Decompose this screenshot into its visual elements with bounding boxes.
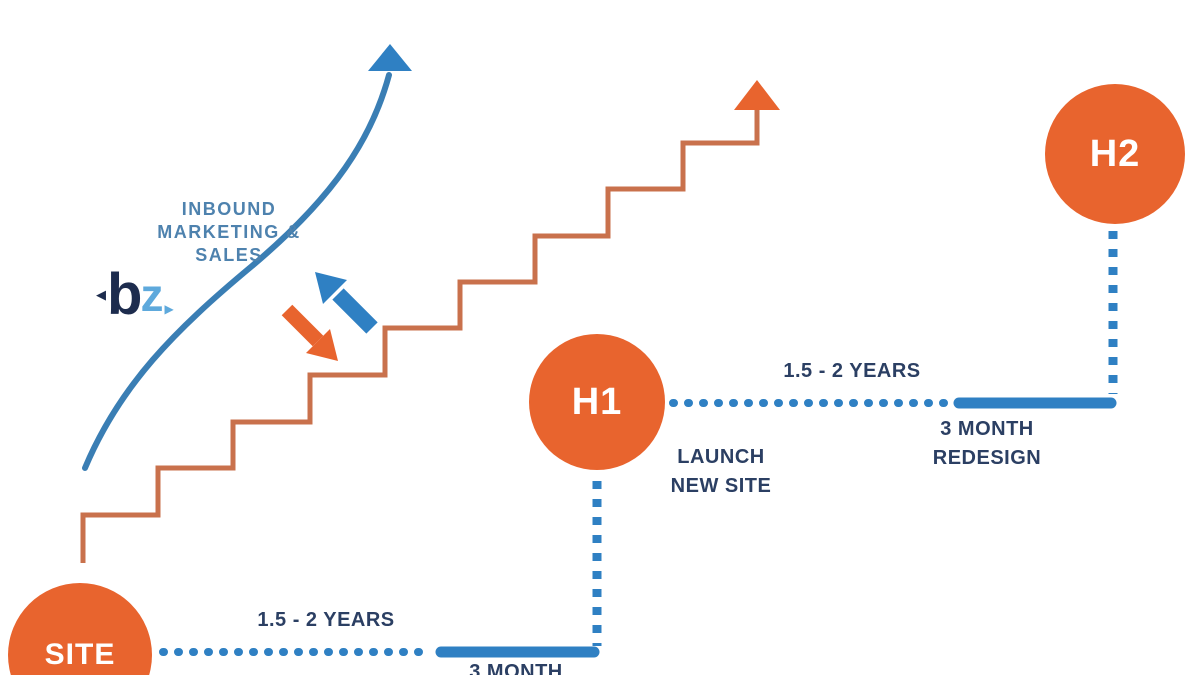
staircase-path (80, 107, 760, 563)
inbound-marketing-sales-label: INBOUND MARKETING & SALES (157, 198, 301, 267)
node-site-label: SITE (44, 638, 116, 671)
logo-letter-b: b (107, 262, 143, 327)
inbound-label-line3: SALES (195, 245, 263, 265)
growth-curve-up-arrow-icon (368, 44, 412, 71)
three-month-redesign-label: 3 MONTH REDESIGN (933, 415, 1041, 473)
logo-left-arrow-icon: ◀ (96, 287, 106, 302)
growth-curve (82, 72, 392, 471)
inbound-label-line1: INBOUND (181, 199, 277, 219)
redesign-label-line2: REDESIGN (932, 447, 1042, 469)
launch-label-line1: LAUNCH (677, 446, 765, 468)
duration-label-site-h1: 1.5 - 2 YEARS (257, 609, 395, 631)
blue-up-left-arrow-shaft (332, 288, 378, 334)
logo-right-arrow-icon: ▶ (164, 302, 174, 316)
launch-new-site-label: LAUNCH NEW SITE (671, 443, 772, 501)
inbound-label-line2: MARKETING & (157, 222, 301, 242)
duration-label-h1-h2: 1.5 - 2 YEARS (783, 360, 921, 382)
milestone-label-bottom: 3 MONTH (469, 661, 563, 675)
node-h1: H1 (529, 334, 665, 470)
logo-letter-z: z (140, 269, 164, 321)
blue-up-left-arrow-icon (315, 272, 347, 304)
bz-logo: ◀ b z ▶ (96, 264, 174, 326)
orange-down-right-arrow-icon (306, 329, 338, 361)
launch-label-line2: NEW SITE (670, 475, 772, 497)
orange-down-right-arrow-shaft (281, 304, 324, 347)
redesign-label-line1: 3 MONTH (940, 418, 1034, 440)
node-h2-label: H2 (1089, 132, 1141, 175)
staircase-up-arrow-icon (734, 80, 780, 110)
node-h2: H2 (1045, 84, 1185, 224)
node-h1-label: H1 (571, 380, 623, 423)
